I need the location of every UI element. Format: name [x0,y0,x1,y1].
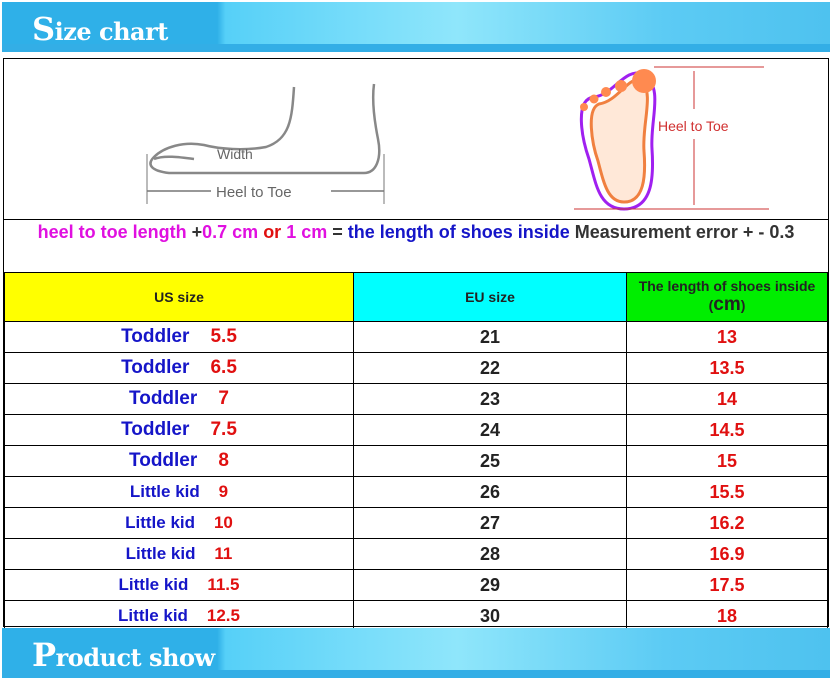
table-row: Toddler 5.5 21 13 [4,321,828,353]
side-foot-icon [149,83,381,175]
table-row: Toddler 6.5 22 13.5 [4,352,828,384]
eu-size-cell: 27 [353,507,627,539]
us-size-cell: Little kid 9 [4,476,354,508]
header-length: The length of shoes inside (cm) [626,272,828,322]
eu-size-cell: 23 [353,383,627,415]
table-row: Little kid 12.5 30 18 [4,600,828,632]
size-table: US size EU size The length of shoes insi… [4,272,828,632]
length-cell: 13.5 [626,352,828,384]
table-row: Little kid 9 26 15.5 [4,476,828,508]
table-row: Little kid 10 27 16.2 [4,507,828,539]
table-row: Toddler 8 25 15 [4,445,828,477]
size-chart-banner: Size chart [2,2,830,52]
length-cell: 16.9 [626,538,828,570]
size-chart: Heel to Toe Width Heel to Toe heel to to… [3,58,829,632]
banner-title: Product show [32,636,215,674]
table-row: Toddler 7.5 24 14.5 [4,414,828,446]
eu-size-cell: 26 [353,476,627,508]
footprint-icon [579,69,657,211]
eu-size-cell: 28 [353,538,627,570]
length-cell: 16.2 [626,507,828,539]
svg-text:Width: Width [217,146,253,162]
us-size-cell: Toddler 8 [4,445,354,477]
banner-title: Size chart [32,10,168,48]
eu-size-cell: 21 [353,321,627,353]
header-us-size: US size [4,272,354,322]
eu-size-cell: 22 [353,352,627,384]
eu-size-cell: 25 [353,445,627,477]
us-size-cell: Little kid 11 [4,538,354,570]
table-row: Little kid 11 28 16.9 [4,538,828,570]
table-row: Little kid 11.5 29 17.5 [4,569,828,601]
length-cell: 15.5 [626,476,828,508]
length-cell: 18 [626,600,828,632]
header-eu-size: EU size [353,272,627,322]
measurement-note: heel to toe length +0.7 cm or 1 cm = the… [4,220,828,273]
eu-size-cell: 29 [353,569,627,601]
length-cell: 17.5 [626,569,828,601]
eu-size-cell: 30 [353,600,627,632]
measurement-diagram: Heel to Toe Width Heel to Toe [4,59,828,220]
us-size-cell: Toddler 7.5 [4,414,354,446]
eu-size-cell: 24 [353,414,627,446]
length-cell: 14.5 [626,414,828,446]
svg-text:Heel to Toe: Heel to Toe [658,118,729,134]
us-size-cell: Toddler 5.5 [4,321,354,353]
us-size-cell: Little kid 12.5 [4,600,354,632]
us-size-cell: Little kid 10 [4,507,354,539]
length-cell: 13 [626,321,828,353]
us-size-cell: Little kid 11.5 [4,569,354,601]
us-size-cell: Toddler 6.5 [4,352,354,384]
table-row: Toddler 7 23 14 [4,383,828,415]
us-size-cell: Toddler 7 [4,383,354,415]
length-cell: 14 [626,383,828,415]
foot-illustration: Heel to Toe Width Heel to Toe [146,66,769,211]
length-cell: 15 [626,445,828,477]
svg-text:Heel to Toe: Heel to Toe [216,184,292,201]
product-show-banner: Product show [2,628,830,678]
